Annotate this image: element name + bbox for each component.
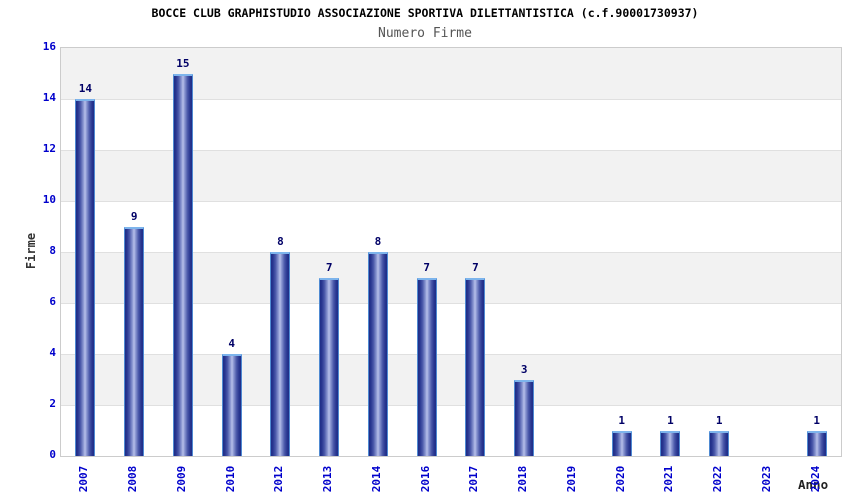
y-tick-label-16: 16: [42, 40, 56, 53]
bar-2016: [416, 277, 437, 456]
x-tick-label-2019: 2019: [564, 465, 578, 493]
bar-2020: [611, 430, 632, 456]
bar-value-label-2007: 14: [78, 82, 92, 95]
grid-line: [61, 150, 841, 151]
grid-line: [61, 201, 841, 202]
y-tick-label-10: 10: [42, 193, 56, 206]
x-tick-label-2018: 2018: [516, 465, 530, 493]
x-tick-label-2024: 2024: [808, 465, 822, 493]
x-tick-label-2017: 2017: [467, 465, 481, 493]
bar-2009: [172, 73, 193, 456]
bar-2017: [465, 277, 486, 456]
bar-2012: [270, 252, 291, 456]
grid-line: [61, 99, 841, 100]
bar-2021: [660, 430, 681, 456]
bar-value-label-2021: 1: [667, 413, 674, 427]
y-tick-label-8: 8: [49, 244, 56, 257]
y-tick-label-14: 14: [42, 91, 56, 104]
bar-value-label-2020: 1: [618, 413, 625, 427]
x-tick-label-2012: 2012: [272, 465, 286, 493]
bar-value-label-2013: 7: [325, 260, 333, 274]
x-tick-label-2009: 2009: [174, 465, 188, 493]
y-tick-label-6: 6: [49, 295, 56, 308]
chart-subtitle: Numero Firme: [378, 26, 472, 41]
bar-2024: [806, 430, 827, 456]
bar-2008: [124, 226, 145, 456]
grid-line: [61, 252, 841, 253]
x-tick-label-2023: 2023: [759, 465, 773, 493]
x-tick-label-2020: 2020: [613, 465, 627, 493]
y-tick-label-12: 12: [42, 142, 56, 155]
bar-2007: [75, 99, 96, 456]
bar-2022: [709, 430, 730, 456]
grid-line: [61, 405, 841, 406]
bar-value-label-2008: 9: [130, 209, 138, 223]
bar-value-label-2018: 3: [520, 362, 528, 376]
y-tick-label-0: 0: [49, 448, 56, 461]
y-tick-label-2: 2: [49, 397, 56, 410]
bar-2014: [367, 252, 388, 456]
bar-2013: [319, 277, 340, 456]
x-tick-label-2007: 2007: [77, 465, 91, 493]
bar-value-label-2017: 7: [472, 260, 479, 274]
bar-2018: [514, 379, 535, 456]
x-axis-title: Anno: [798, 477, 829, 492]
bar-value-label-2022: 1: [715, 413, 723, 427]
plot-area: 14 9 15 4 8 7 8 7 7 3 1 1 1 1: [60, 47, 842, 457]
bar-value-label-2009: 15: [176, 56, 190, 70]
x-tick-label-2021: 2021: [662, 465, 676, 493]
bar-value-label-2024: 1: [813, 413, 820, 427]
chart-title: BOCCE CLUB GRAPHISTUDIO ASSOCIAZIONE SPO…: [151, 6, 699, 20]
x-tick-label-2016: 2016: [418, 465, 432, 493]
x-tick-label-2022: 2022: [711, 465, 725, 493]
x-tick-label-2014: 2014: [369, 465, 383, 493]
bar-value-label-2010: 4: [228, 337, 235, 350]
x-tick-label-2013: 2013: [321, 465, 335, 493]
bar-value-label-2012: 8: [277, 235, 284, 248]
bar-value-label-2014: 8: [374, 235, 382, 248]
x-tick-label-2008: 2008: [126, 465, 140, 493]
grid-line: [61, 303, 841, 304]
y-tick-label-4: 4: [49, 346, 56, 359]
bar-value-label-2016: 7: [423, 260, 430, 274]
bar-2010: [221, 354, 242, 456]
grid-line: [61, 354, 841, 355]
x-tick-label-2010: 2010: [223, 465, 237, 493]
